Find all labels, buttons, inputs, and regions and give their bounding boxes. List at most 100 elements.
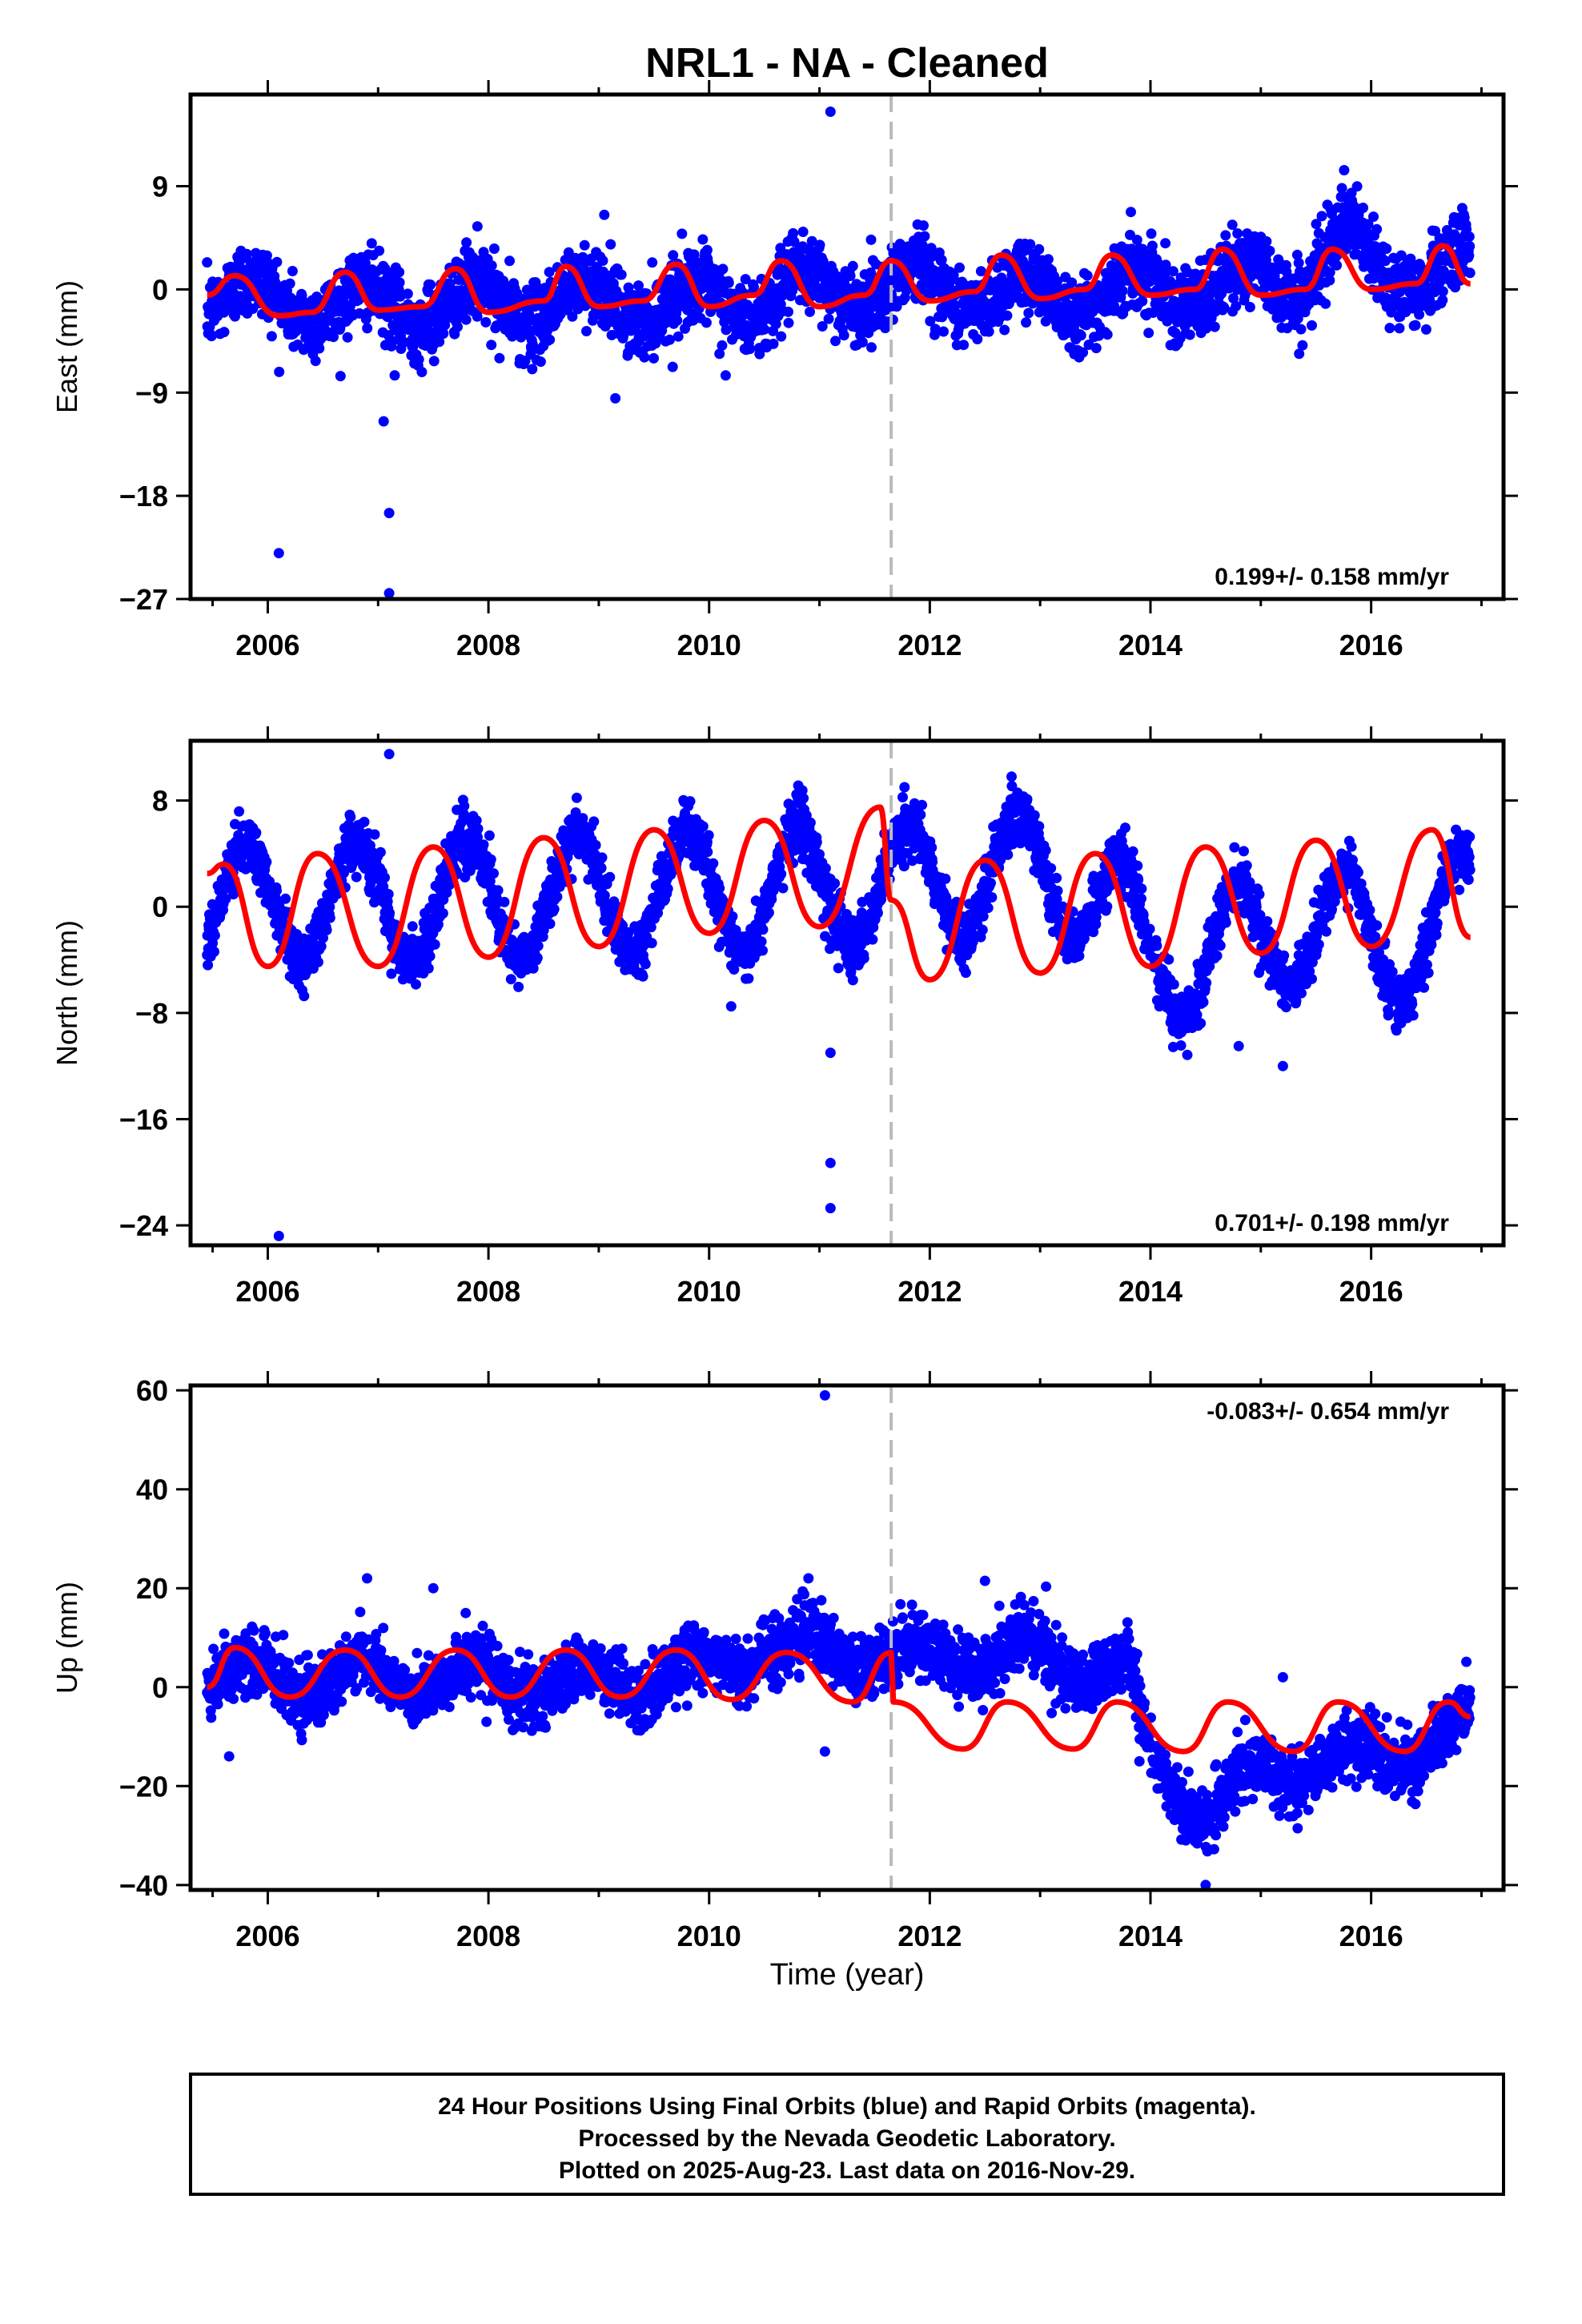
- position-point: [532, 940, 544, 951]
- position-point: [1464, 267, 1476, 279]
- position-point: [484, 830, 495, 841]
- position-point: [1232, 228, 1243, 239]
- position-point: [1316, 211, 1327, 222]
- outlier-point: [610, 392, 621, 404]
- position-point: [1023, 308, 1034, 319]
- plot-frame: [188, 92, 1506, 601]
- position-point: [459, 801, 470, 811]
- position-point: [708, 858, 719, 869]
- position-point: [492, 885, 504, 896]
- position-point: [605, 239, 616, 250]
- position-point: [1424, 294, 1435, 305]
- position-point: [723, 277, 734, 288]
- position-point: [743, 973, 754, 984]
- position-point: [343, 819, 354, 830]
- position-point: [702, 846, 713, 858]
- position-point: [1137, 296, 1148, 307]
- position-point: [219, 327, 230, 338]
- position-point: [823, 313, 834, 324]
- position-point: [284, 278, 295, 289]
- position-point: [379, 872, 390, 883]
- position-point: [544, 267, 555, 278]
- position-point: [318, 932, 328, 943]
- position-point: [423, 963, 434, 974]
- position-point: [817, 321, 828, 332]
- position-point: [925, 316, 936, 327]
- position-point: [1379, 255, 1391, 267]
- position-point: [1414, 309, 1425, 320]
- position-point: [697, 821, 709, 832]
- position-point: [1146, 240, 1158, 251]
- position-point: [312, 956, 323, 967]
- position-point: [280, 893, 291, 904]
- position-point: [1244, 302, 1255, 312]
- position-point: [789, 236, 800, 247]
- position-point: [271, 256, 283, 267]
- position-point: [1078, 347, 1089, 358]
- position-point: [202, 257, 213, 268]
- position-point: [788, 227, 799, 239]
- position-point: [1336, 183, 1347, 194]
- position-point: [241, 248, 252, 259]
- position-point: [1231, 300, 1242, 312]
- daily-positions: [202, 107, 1476, 599]
- position-point: [230, 311, 240, 322]
- position-point: [845, 271, 856, 281]
- position-point: [386, 968, 397, 979]
- position-point: [999, 324, 1010, 336]
- position-point: [206, 331, 217, 342]
- position-point: [362, 323, 373, 334]
- position-point: [579, 239, 590, 251]
- position-point: [936, 255, 947, 265]
- outlier-point: [494, 352, 505, 364]
- position-point: [581, 326, 592, 336]
- position-point: [1042, 254, 1054, 265]
- position-point: [689, 249, 700, 260]
- position-point: [930, 324, 941, 335]
- position-point: [274, 366, 285, 377]
- position-point: [1264, 245, 1275, 256]
- position-point: [701, 317, 712, 328]
- position-point: [251, 827, 262, 838]
- position-point: [677, 228, 688, 239]
- position-point: [1394, 323, 1405, 334]
- y-tick-label: −27: [119, 583, 168, 616]
- position-point: [948, 270, 959, 280]
- position-point: [394, 267, 405, 278]
- position-point: [1464, 241, 1476, 251]
- position-point: [616, 269, 627, 280]
- position-point: [777, 883, 789, 894]
- outlier-point: [720, 370, 731, 381]
- position-point: [1351, 181, 1363, 192]
- position-point: [384, 907, 396, 919]
- position-point: [416, 367, 428, 377]
- position-point: [544, 919, 556, 929]
- position-point: [428, 356, 440, 367]
- position-point: [1117, 285, 1128, 296]
- position-point: [461, 237, 472, 248]
- position-point: [1384, 323, 1395, 334]
- position-point: [1437, 286, 1448, 297]
- position-point: [1320, 298, 1331, 309]
- position-point: [1294, 348, 1305, 360]
- x-tick-label: 2010: [677, 629, 741, 661]
- position-point: [1227, 219, 1238, 231]
- position-point: [532, 952, 543, 963]
- position-point: [1160, 238, 1171, 249]
- position-point: [887, 314, 898, 325]
- position-point: [1307, 320, 1317, 331]
- position-point: [838, 330, 849, 341]
- position-point: [399, 336, 410, 348]
- position-point: [1386, 307, 1397, 318]
- position-point: [1209, 321, 1220, 332]
- position-point: [315, 941, 327, 952]
- position-point: [488, 868, 499, 879]
- position-point: [299, 991, 310, 1002]
- position-point: [220, 894, 231, 904]
- position-point: [830, 336, 841, 347]
- position-point: [754, 348, 765, 360]
- position-point: [759, 324, 770, 335]
- position-point: [597, 255, 608, 266]
- position-point: [437, 908, 448, 919]
